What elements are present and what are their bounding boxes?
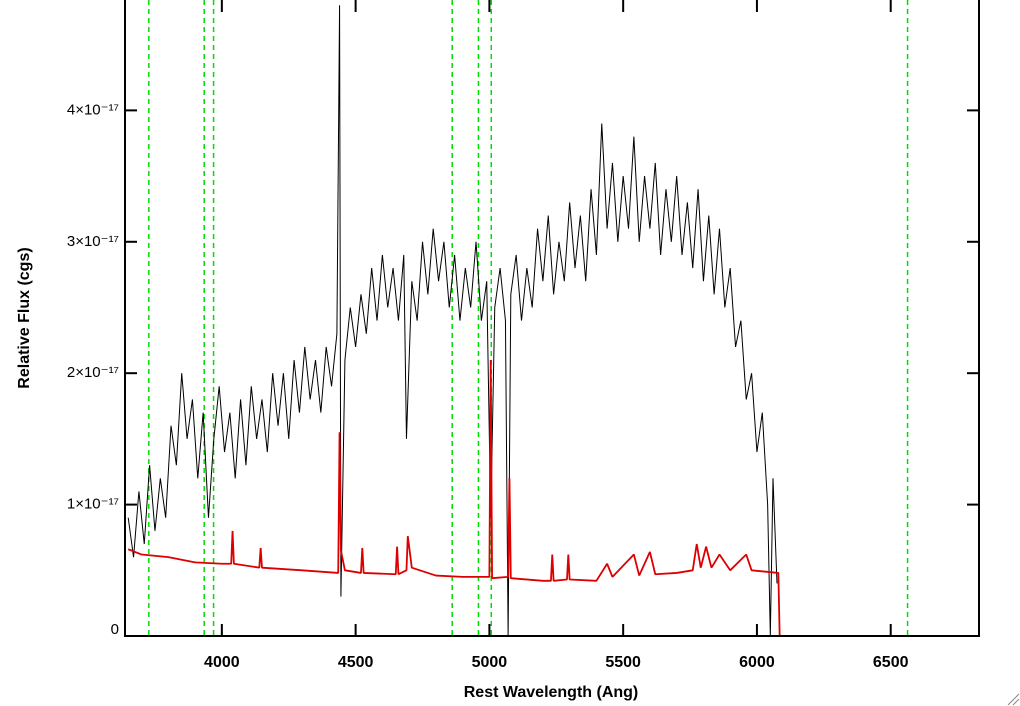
x-tick-label: 5500 [605,654,641,671]
resize-grip [1007,693,1020,706]
x-tick-label: 6500 [873,654,909,671]
x-tick-label: 6000 [739,654,775,671]
y-tick-label: 4×10⁻¹⁷ [67,101,119,118]
x-tick-label: 4500 [338,654,374,671]
x-axis-title: Rest Wavelength (Ang) [464,684,639,701]
x-tick-label: 5000 [472,654,508,671]
plot-area [127,0,979,636]
spectrum-line [127,5,778,636]
x-tick-label: 4000 [204,654,240,671]
spectrum-line [127,360,979,636]
y-tick-label: 2×10⁻¹⁷ [67,364,119,381]
y-axis-title: Relative Flux (cgs) [16,247,33,388]
y-tick-label: 3×10⁻¹⁷ [67,233,119,250]
y-tick-label: 0 [111,621,119,638]
axes-frame [124,0,980,637]
y-tick-label: 1×10⁻¹⁷ [67,496,119,513]
